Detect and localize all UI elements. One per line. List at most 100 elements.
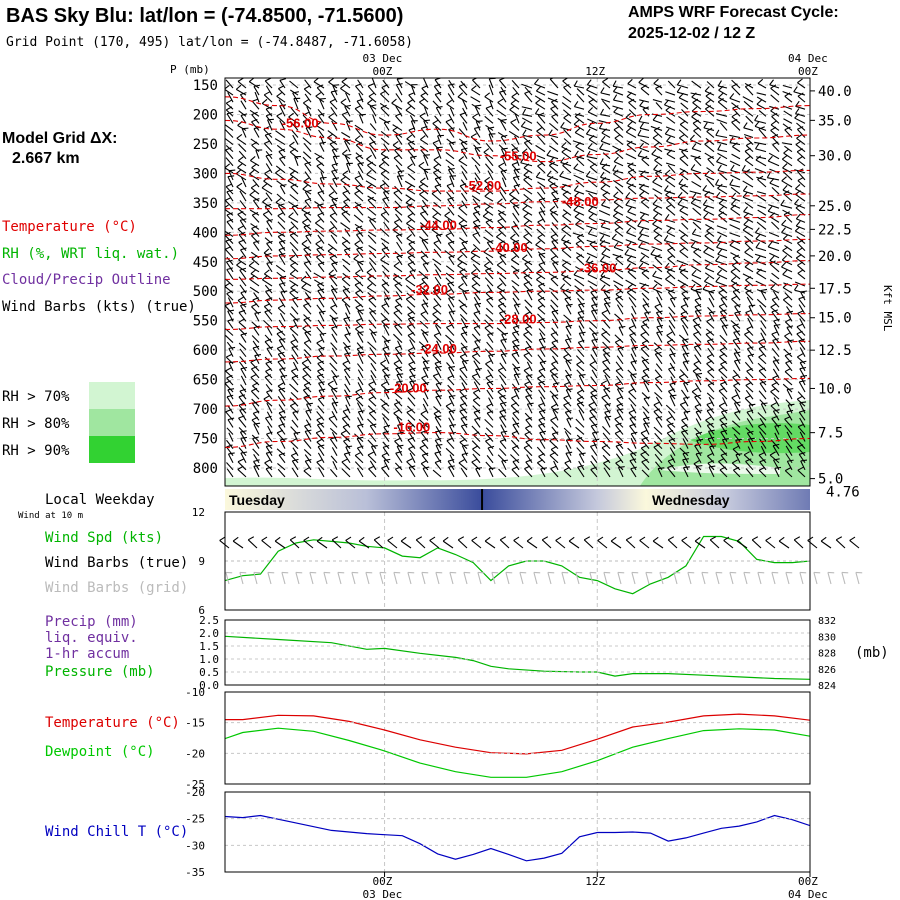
profile-wind-barb [599,218,611,223]
wind-barb-grid [309,572,314,585]
profile-wind-barb [590,376,598,386]
profile-wind-barb-flag [613,169,619,175]
profile-wind-barb-flag [421,344,429,348]
profile-wind-barb-flag [250,183,257,189]
profile-wind-barb-flag [289,254,296,260]
profile-wind-barb [613,201,624,209]
profile-wind-barb [771,116,780,124]
profile-wind-barb [460,226,468,237]
profile-wind-barb [484,327,494,336]
profile-wind-barb [744,159,754,167]
profile-wind-barb [367,231,377,237]
profile-wind-barb [250,368,260,379]
profile-wind-barb [342,410,351,421]
profile-wind-barb [576,257,585,266]
profile-wind-barb-flag [370,104,377,107]
profile-wind-barb-flag [382,444,390,448]
profile-wind-barb [550,213,559,223]
profile-wind-barb [638,120,650,124]
profile-wind-barb [422,403,429,414]
wind-barb-true-flag [274,536,281,542]
profile-wind-barb [433,172,442,181]
profile-wind-barb [668,325,676,336]
profile-wind-barb [717,273,728,280]
profile-wind-barb [488,133,494,145]
profile-wind-barb-flag [676,79,682,86]
profile-wind-barb [653,280,663,287]
profile-wind-barb-flag [512,330,519,334]
profile-wind-barb-flag [226,353,233,358]
profile-wind-barb [329,257,338,266]
profile-wind-barb [745,279,754,287]
profile-wind-barb-flag [630,451,637,455]
profile-wind-barb-flag [384,388,391,391]
profile-wind-barb [669,447,676,456]
profile-wind-barb [265,108,273,117]
profile-wind-barb-flag [458,282,464,288]
profile-wind-barb-flag [784,352,792,357]
profile-wind-barb [716,118,728,124]
profile-wind-barb [238,241,247,251]
profile-wind-barb [560,161,572,167]
profile-wind-barb [357,376,364,386]
profile-wind-barb-flag [497,388,504,393]
profile-wind-barb-flag [248,261,255,267]
profile-wind-barb [669,395,676,407]
profile-wind-barb [586,225,598,230]
profile-wind-barb-flag [472,373,479,377]
profile-wind-barb [485,256,494,266]
profile-wind-barb [393,221,403,230]
wind-barb-true [513,540,524,549]
profile-wind-barb-flag [279,282,286,285]
profile-wind-barb-flag [797,444,804,448]
profile-wind-barb-flag [625,199,630,206]
profile-wind-barb-flag [435,365,442,369]
profile-wind-barb-flag [758,367,766,372]
profile-wind-barb [501,155,507,166]
profile-wind-barb [692,319,702,329]
profile-wind-barb [434,115,442,124]
profile-wind-barb [785,362,793,372]
profile-wind-barb-flag [666,429,674,434]
rh-legend-swatch-2 [89,436,135,463]
profile-wind-barb-flag [261,183,268,189]
profile-wind-barb [357,417,364,428]
profile-wind-barb-flag [327,133,334,139]
profile-wind-barb-flag [252,212,259,216]
profile-wind-barb [238,321,247,329]
profile-wind-barb [769,252,780,259]
profile-wind-barb [305,271,312,280]
profile-wind-barb-flag [420,310,427,315]
profile-wind-barb-flag [589,240,596,245]
profile-wind-barb-flag [303,260,311,264]
profile-wind-barb-flag [408,92,415,96]
profile-wind-barb [601,204,611,209]
profile-wind-barb-flag [799,401,807,404]
profile-wind-barb [706,392,715,400]
profile-wind-barb [226,221,234,230]
profile-wind-barb [587,111,598,117]
profile-wind-barb [288,166,299,174]
profile-wind-barb [327,383,338,393]
profile-wind-barb-flag [695,431,703,435]
profile-wind-barb-flag [682,458,689,461]
profile-wind-barb-flag [718,198,725,204]
profile-wind-barb [460,277,468,287]
profile-wind-barb-flag [743,206,748,213]
profile-wind-barb [735,454,741,463]
profile-wind-barb-flag [487,126,495,129]
profile-wind-barb-flag [611,233,617,240]
profile-wind-barb-flag [265,106,273,110]
profile-wind-barb-flag [627,78,633,85]
profile-wind-barb [523,354,533,365]
profile-wind-barb [742,180,754,188]
profile-wind-barb [745,389,754,400]
profile-wind-barb-flag [774,424,782,427]
profile-wind-barb [406,238,416,245]
profile-wind-barb [796,122,806,131]
wind-barb-true-flag [849,536,856,541]
profile-wind-barb [653,237,663,245]
profile-wind-barb [613,99,624,103]
wind-barb-grid [785,572,790,585]
profile-wind-barb-flag [563,402,570,406]
